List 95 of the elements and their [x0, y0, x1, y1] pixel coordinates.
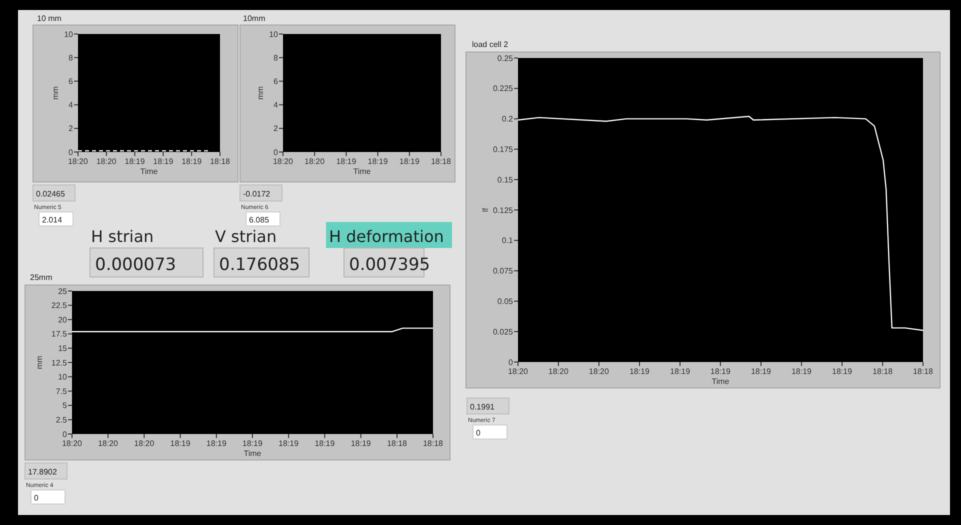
y-axis-title: mm	[51, 86, 60, 100]
y-tick-label: 20	[58, 315, 68, 324]
y-tick-label: 10	[64, 30, 74, 39]
text: 6.085	[249, 216, 270, 224]
x-tick-label: 18:19	[399, 157, 420, 166]
x-tick-label: 18:19	[368, 157, 388, 166]
y-tick-label: 2	[68, 124, 74, 134]
x-tick-label: 18:19	[336, 157, 357, 166]
y-tick-label: 2	[274, 124, 279, 134]
y-axis-title: mm	[35, 356, 44, 370]
y-tick-label: 4	[68, 100, 74, 110]
text: 0	[476, 428, 481, 438]
chart-title: 25mm	[30, 273, 53, 282]
text: 0.1991	[470, 402, 496, 412]
text: 0	[34, 494, 39, 502]
y-tick-label: 0.25	[497, 54, 514, 63]
y-tick-label: 0.225	[492, 84, 514, 94]
x-tick-label: 18:19	[670, 367, 691, 376]
x-axis-title: Time	[244, 449, 262, 458]
y-axis-title: mm	[256, 86, 265, 100]
y-tick-label: 0	[274, 148, 279, 157]
y-tick-label: 0.025	[492, 327, 514, 336]
chart-title: 10mm	[243, 14, 266, 23]
y-tick-label: 12.5	[51, 358, 68, 368]
x-tick-label: 18:19	[206, 439, 227, 448]
y-tick-label: 0.05	[497, 297, 514, 306]
y-tick-label: 6	[68, 77, 74, 86]
x-tick-label: 18:19	[629, 367, 650, 376]
y-tick-label: 0	[68, 148, 74, 157]
y-tick-label: 7.5	[56, 386, 68, 396]
y-tick-label: 15	[58, 344, 68, 353]
x-tick-label: 18:18	[210, 157, 231, 166]
y-tick-label: 0.175	[492, 145, 514, 154]
x-axis-title: Time	[353, 167, 372, 176]
y-tick-label: 4	[274, 100, 279, 110]
text: H deformation	[329, 227, 444, 246]
x-tick-label: 18:20	[508, 367, 529, 376]
y-tick-label: 25	[58, 286, 68, 296]
x-tick-label: 18:19	[350, 439, 372, 448]
x-axis-title: Time	[140, 167, 158, 176]
x-tick-label: 18:18	[430, 157, 452, 166]
x-tick-label: 18:20	[272, 157, 294, 166]
chart-title: 10 mm	[37, 14, 62, 23]
x-tick-label: 18:20	[588, 367, 610, 376]
text: 0.02465	[36, 190, 66, 198]
text: 0.007395	[349, 255, 430, 275]
y-axis-title: lf	[481, 207, 490, 212]
y-tick-label: 0.15	[497, 175, 514, 184]
x-tick-label: 18:19	[278, 439, 300, 448]
y-tick-label: 0.075	[492, 266, 514, 276]
x-tick-label: 18:20	[304, 157, 326, 166]
text: 17.8902	[28, 468, 58, 476]
x-tick-label: 18:19	[242, 439, 263, 448]
x-tick-label: 18:19	[170, 439, 191, 448]
x-tick-label: 18:20	[98, 439, 119, 448]
chart-title: load cell 2	[472, 40, 509, 49]
y-tick-label: 17.5	[51, 330, 68, 339]
text: -0.0172	[243, 190, 271, 198]
x-tick-label: 18:20	[134, 439, 155, 448]
x-tick-label: 18:18	[872, 367, 894, 376]
text: H strian	[91, 227, 154, 246]
y-tick-label: 0.1	[502, 236, 514, 246]
y-tick-label: 6	[274, 77, 279, 86]
x-tick-label: 18:18	[386, 439, 408, 448]
x-tick-label: 18:19	[710, 367, 731, 376]
x-axis-title: Time	[712, 377, 730, 386]
x-tick-label: 18:20	[62, 439, 83, 448]
y-tick-label: 0.2	[502, 114, 514, 124]
line-series	[517, 116, 924, 331]
x-tick-label: 18:18	[912, 367, 934, 376]
y-tick-label: 10	[269, 30, 279, 39]
x-tick-label: 18:20	[68, 157, 89, 166]
y-tick-label: 5	[62, 401, 68, 410]
y-tick-label: 0	[508, 358, 514, 367]
x-tick-label: 18:19	[832, 367, 853, 376]
y-tick-label: 22.5	[51, 301, 68, 310]
x-tick-label: 18:19	[792, 367, 812, 376]
text: 2.014	[42, 216, 63, 224]
y-tick-label: 2.5	[56, 416, 68, 424]
x-tick-label: 18:18	[422, 439, 444, 448]
y-tick-label: 8	[274, 53, 279, 62]
y-tick-label: 0.125	[492, 206, 514, 215]
x-tick-label: 18:19	[124, 157, 146, 166]
x-tick-label: 18:19	[314, 439, 336, 448]
text: 0.000073	[95, 255, 176, 275]
y-tick-label: 0	[62, 430, 68, 439]
x-tick-label: 18:19	[750, 367, 772, 376]
x-tick-label: 18:20	[96, 157, 117, 166]
text: V strian	[215, 227, 277, 246]
y-tick-label: 8	[68, 53, 74, 62]
x-tick-label: 18:20	[548, 367, 569, 376]
y-tick-label: 10	[58, 372, 68, 382]
x-tick-label: 18:19	[182, 157, 202, 166]
x-tick-label: 18:19	[153, 157, 174, 166]
text: 0.176085	[219, 255, 300, 275]
